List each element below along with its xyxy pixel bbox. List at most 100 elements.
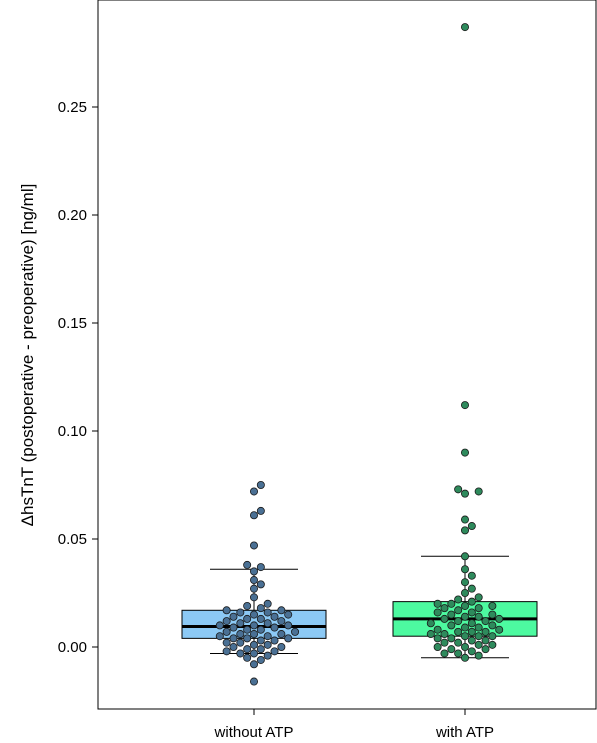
data-point [236,638,245,647]
data-point [467,627,476,636]
data-point [454,485,463,494]
data-point [270,636,279,645]
data-point [256,563,265,572]
data-point [222,617,231,626]
data-point [460,489,469,498]
data-point [460,515,469,524]
points-layer [215,23,504,686]
data-point [460,632,469,641]
data-point [222,638,231,647]
data-point [249,541,258,550]
data-point [467,571,476,580]
data-point [249,640,258,649]
data-point [249,649,258,658]
data-point [467,619,476,628]
data-point [256,480,265,489]
data-point [495,614,504,623]
data-point [454,638,463,647]
data-point [460,653,469,662]
data-point [270,612,279,621]
data-point [291,627,300,636]
data-point [249,567,258,576]
y-tick-label: 0.00 [58,639,87,656]
data-point [284,610,293,619]
data-point [256,625,265,634]
x-category-label: with ATP [435,724,494,741]
data-point [447,634,456,643]
data-point [229,634,238,643]
data-point [229,643,238,652]
data-point [454,617,463,626]
data-point [284,621,293,630]
data-point [263,608,272,617]
plot-frame [97,0,597,710]
data-point [433,634,442,643]
x-axis-labels: without ATP with ATP [214,709,494,741]
data-point [440,614,449,623]
data-point [467,608,476,617]
data-point [488,610,497,619]
y-tick-label: 0.15 [58,315,87,332]
data-point [447,621,456,630]
data-point [474,651,483,660]
data-point [474,623,483,632]
y-axis-title: ΔhsTnT (postoperative - preoperative) [n… [18,184,37,527]
data-point [460,643,469,652]
data-point [243,634,252,643]
data-point [222,647,231,656]
data-point [249,660,258,669]
data-point [256,604,265,613]
data-point [229,612,238,621]
data-point [488,640,497,649]
data-point [263,619,272,628]
data-point [440,630,449,639]
data-point [440,649,449,658]
data-point [263,651,272,660]
data-point [460,578,469,587]
data-point [454,595,463,604]
data-point [249,584,258,593]
data-point [249,487,258,496]
data-point [256,614,265,623]
data-point [249,677,258,686]
data-point [263,632,272,641]
y-axis: 0.00 0.05 0.10 0.15 0.20 0.25 [58,99,98,656]
y-tick-label: 0.10 [58,423,87,440]
data-point [256,645,265,654]
data-point [481,636,490,645]
data-point [249,511,258,520]
data-point [467,522,476,531]
data-point [474,632,483,641]
data-point [447,645,456,654]
data-point [474,604,483,613]
data-point [236,619,245,628]
data-point [474,487,483,496]
data-point [236,608,245,617]
data-point [460,448,469,457]
data-point [488,601,497,610]
data-point [243,560,252,569]
data-point [236,630,245,639]
data-point [474,593,483,602]
data-point [433,643,442,652]
data-point [215,621,224,630]
data-point [467,647,476,656]
y-tick-label: 0.20 [58,207,87,224]
data-point [256,655,265,664]
data-point [460,565,469,574]
data-point [454,627,463,636]
data-point [222,606,231,615]
data-point [215,632,224,641]
data-point [243,601,252,610]
data-point [249,610,258,619]
data-point [256,636,265,645]
data-point [249,621,258,630]
data-point [447,599,456,608]
data-point [481,617,490,626]
data-point [460,526,469,535]
data-point [270,623,279,632]
data-point [263,599,272,608]
data-point [474,612,483,621]
x-category-label: without ATP [214,724,294,741]
